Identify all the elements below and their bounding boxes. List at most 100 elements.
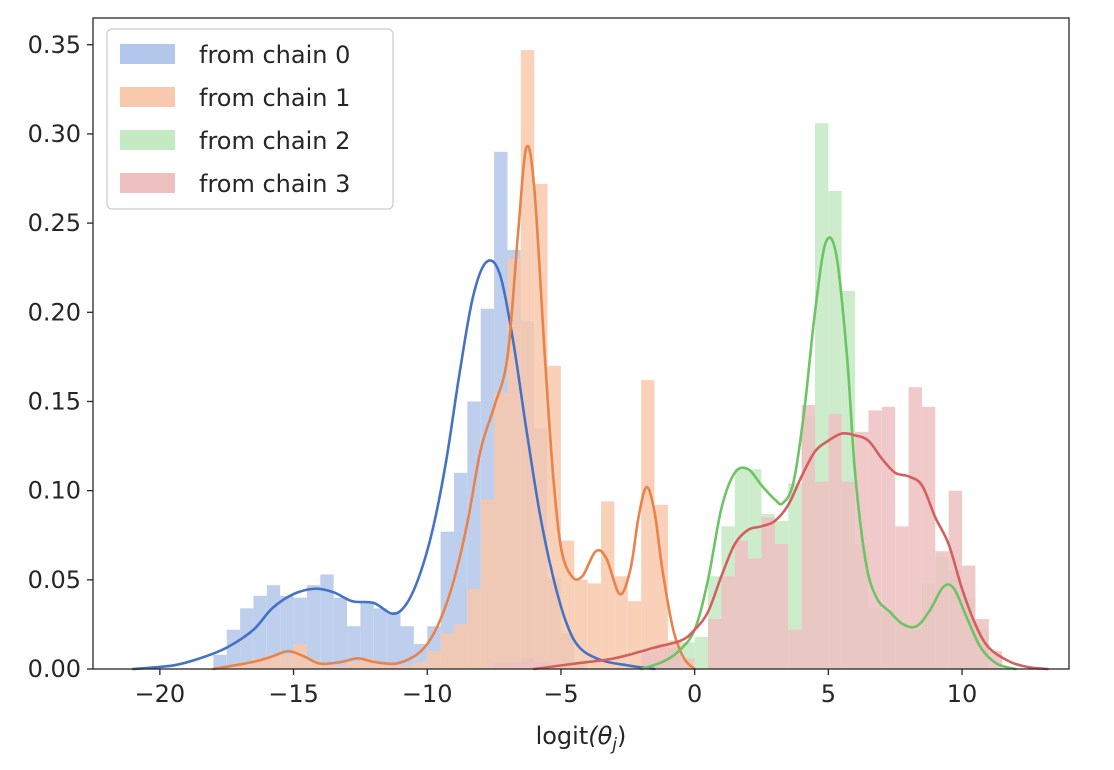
x-axis-label-arg: (θ [588,722,612,750]
hist-bar-0-18 [453,472,468,669]
hist-bar-0-12 [373,608,388,669]
hist-bar-3-27 [962,565,976,669]
hist-bar-1-1 [240,661,254,669]
hist-bar-1-15 [427,651,441,669]
hist-bar-1-19 [480,499,495,669]
hist-bar-1-10 [360,658,374,669]
x-axis-label: logit(θj) [536,722,627,755]
hist-bar-2-3 [694,636,709,669]
legend-label-0: from chain 0 [199,41,350,69]
legend-label-1: from chain 1 [199,84,350,112]
y-axis: 0.00 0.05 0.10 0.15 0.20 0.25 0.30 0.35 [28,31,93,683]
x-tick-label-6: 10 [947,680,978,708]
kde-line-1 [212,145,696,671]
hist-bar-1-7 [320,665,334,669]
y-tick-label-5: 0.25 [28,209,81,237]
hist-bar-3-9 [721,576,735,669]
x-tick-label-5: 5 [821,680,836,708]
legend-swatch-1 [120,87,175,107]
legend: from chain 0 from chain 1 from chain 2 from… [106,28,394,210]
axes-frame [92,17,1070,670]
hist-bar-1-5 [293,644,307,669]
hist-bar-3-1 [507,661,521,669]
kde-line-3 [532,432,1049,671]
hist-bar-1-4 [280,654,294,669]
hist-bar-3-2 [520,658,535,669]
hist-bar-0-0 [213,654,227,669]
plot-area [131,50,1049,671]
hist-bar-2-10 [788,483,802,669]
hist-bar-0-4 [266,585,281,669]
hist-bar-1-14 [413,661,428,669]
legend-label-3: from chain 3 [199,170,350,198]
hist-bar-1-29 [614,576,628,669]
legend-box [106,28,394,210]
hist-bar-0-13 [387,611,401,669]
hist-bar-1-32 [654,504,668,669]
kde-line-2 [639,236,1017,671]
hist-bar-3-15 [801,405,815,669]
x-tick-label-1: −15 [268,680,319,708]
hist-bar-3-16 [814,481,829,669]
y-tick-label-1: 0.05 [28,566,81,594]
hist-bar-0-7 [306,585,321,669]
hist-bar-1-18 [467,588,481,669]
hist-bar-1-9 [347,661,361,669]
x-axis: −20 −15 −10 −5 0 5 10 [135,669,978,708]
legend-swatch-3 [120,173,175,193]
hist-bar-1-30 [627,601,642,669]
hist-bar-3-26 [948,490,963,669]
histogram-series-3 [494,387,1003,669]
x-tick-label-0: −20 [135,680,186,708]
legend-label-2: from chain 2 [199,127,350,155]
hist-bar-3-10 [734,540,749,669]
x-axis-label-sub: j [610,735,617,755]
y-tick-label-7: 0.35 [28,31,81,59]
hist-bar-1-11 [373,661,388,669]
hist-bar-1-12 [387,665,401,669]
y-tick-label-3: 0.15 [28,387,81,415]
hist-bar-1-20 [494,392,508,669]
legend-swatch-0 [120,44,175,64]
hist-bar-0-1 [226,629,241,669]
hist-bar-1-23 [534,183,548,669]
hist-bar-3-3 [534,661,548,669]
hist-bar-3-18 [841,481,856,669]
histogram-bars [213,50,1003,670]
kde-line-0 [131,259,656,671]
legend-swatch-2 [120,130,175,150]
hist-bar-0-3 [253,595,267,669]
hist-bar-0-8 [320,574,334,669]
y-tick-label-4: 0.20 [28,298,81,326]
hist-bar-3-25 [935,551,949,669]
x-tick-label-2: −10 [402,680,453,708]
hist-bar-3-23 [908,387,922,669]
hist-bar-0-2 [240,608,254,669]
x-tick-label-3: −5 [543,680,578,708]
x-axis-label-main: logit [536,722,589,750]
y-tick-label-2: 0.10 [28,477,81,505]
hist-bar-1-17 [453,624,468,669]
hist-bar-1-28 [601,501,615,669]
hist-bar-1-16 [440,633,454,669]
x-tick-label-4: 0 [687,680,702,708]
y-tick-label-0: 0.00 [28,655,81,683]
hist-bar-3-22 [895,526,909,669]
hist-bar-3-11 [748,558,762,669]
hist-bar-3-12 [761,517,775,669]
hist-bar-1-8 [333,665,348,669]
y-tick-label-6: 0.30 [28,120,81,148]
hist-bar-1-13 [400,665,414,669]
hist-bar-3-14 [788,629,802,669]
hist-bar-0-9 [333,597,348,669]
kde-curves [131,145,1049,671]
hist-bar-0-11 [360,601,374,669]
hist-bar-1-6 [306,660,321,669]
hist-bar-1-22 [520,50,535,670]
hist-bar-3-19 [855,431,869,669]
hist-bar-1-26 [574,579,588,669]
x-axis-label-close: ) [617,722,626,750]
hist-bar-1-0 [226,665,241,669]
hist-bar-1-25 [560,540,575,669]
